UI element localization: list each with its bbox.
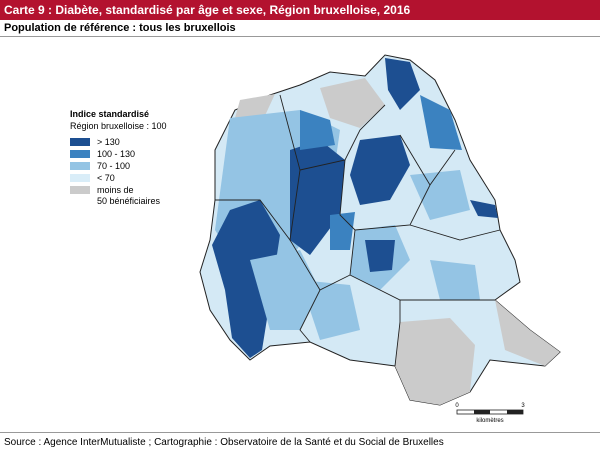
scale-bar: 0 3 kilomètres [455,403,525,424]
legend-swatch [70,150,90,158]
legend-swatch [70,138,90,146]
map-layer [199,54,561,406]
legend-label: 100 - 130 [97,149,135,159]
legend-swatch [70,162,90,170]
title: Carte 9 : Diabète, standardisé par âge e… [0,0,600,20]
legend-label: > 130 [97,137,120,147]
legend-label: moins de 50 bénéficiaires [97,185,161,206]
legend-label: < 70 [97,173,115,183]
scale-label: 0 [455,403,459,409]
legend-swatch [70,186,90,194]
legend: Indice standardisé Région bruxelloise : … [70,109,167,206]
legend-items: > 130 100 - 130 70 - 100 < 70 moins de 50 bén… [70,137,161,206]
scale-label: 3 [521,403,525,409]
borders [215,94,501,367]
legend-subtitle: Région bruxelloise : 100 [70,121,167,131]
legend-label: 70 - 100 [97,161,130,171]
source: Source : Agence InterMutualiste ; Cartog… [0,432,600,452]
map: Indice standardisé Région bruxelloise : … [70,54,561,424]
legend-swatch [70,174,90,182]
subtitle: Population de référence : tous les bruxe… [0,20,600,37]
scale-unit: kilomètres [476,418,503,424]
legend-title: Indice standardisé [70,109,149,119]
